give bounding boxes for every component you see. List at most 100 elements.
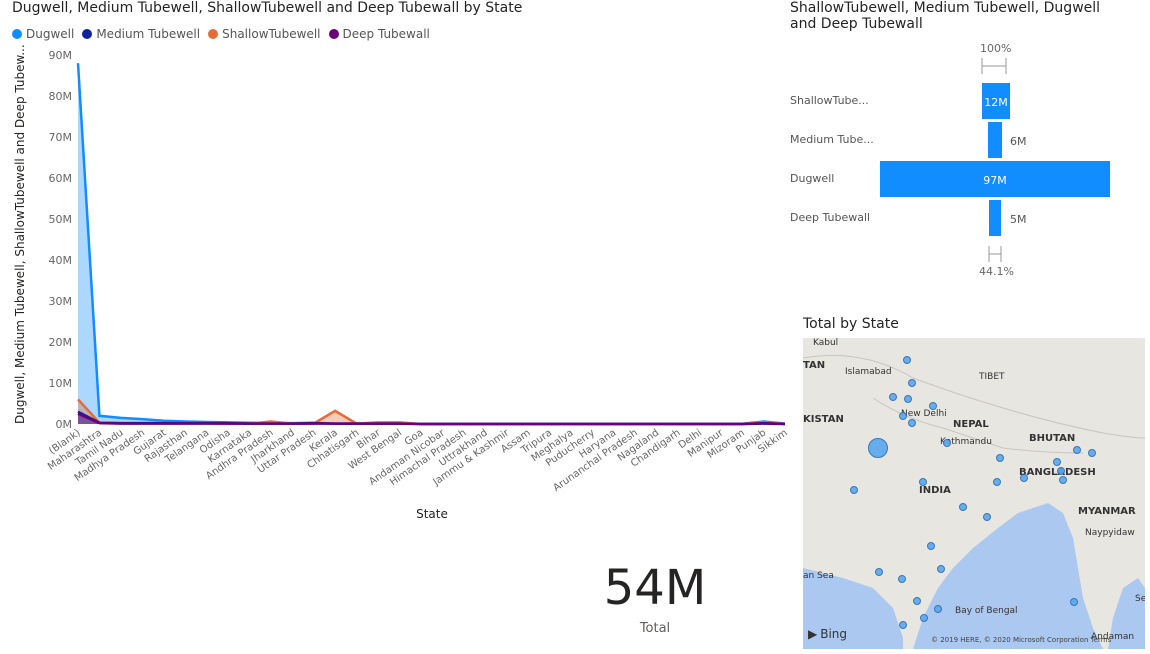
map-bubble[interactable] <box>913 597 921 605</box>
map-visual[interactable]: Kabul Islamabad TIBET KISTAN New Delhi N… <box>803 338 1145 649</box>
y-tick-label: 40M <box>49 254 73 267</box>
funnel-value-medium-tubewell: 6M <box>1010 135 1027 148</box>
map-label: Naypyidaw <box>1085 528 1135 538</box>
y-tick-label: 60M <box>49 172 73 185</box>
map-bubble[interactable] <box>899 412 907 420</box>
map-label: TIBET <box>979 372 1005 382</box>
funnel-chart-title: ShallowTubewell, Medium Tubewell, Dugwel… <box>790 0 1101 32</box>
funnel-value-deep-tubewall: 5M <box>1010 213 1027 226</box>
y-tick-label: 10M <box>49 377 73 390</box>
map-bubble[interactable] <box>1088 449 1096 457</box>
map-bubble[interactable] <box>1020 474 1028 482</box>
legend-dot-icon <box>82 29 93 39</box>
series-line-dugwell <box>76 63 786 426</box>
funnel-bar-shallowtubewell[interactable] <box>982 83 1010 119</box>
legend-dot-icon <box>12 29 22 39</box>
map-bubble[interactable] <box>1073 446 1081 454</box>
series-area-dugwell <box>78 63 785 424</box>
y-tick-label: 80M <box>49 90 73 103</box>
legend-item-shallowtubewell[interactable]: ShallowTubewell <box>208 27 321 41</box>
map-bubble[interactable] <box>934 605 942 613</box>
map-bubble[interactable] <box>908 379 916 387</box>
map-bubble[interactable] <box>983 513 991 521</box>
map-bubble[interactable] <box>927 542 935 550</box>
funnel-bottom-bracket <box>988 246 1002 262</box>
area-chart-legend: Dugwell Medium Tubewell ShallowTubewell … <box>12 27 432 41</box>
map-bubble[interactable] <box>904 395 912 403</box>
funnel-value-shallowtubewell: 12M <box>984 96 1008 109</box>
x-axis-label: State <box>416 507 448 521</box>
funnel-label-shallowtubewell: ShallowTube... <box>790 94 869 107</box>
y-tick-label: 20M <box>49 336 73 349</box>
map-copyright: © 2019 HERE, © 2020 Microsoft Corporatio… <box>931 636 1112 644</box>
map-bubble[interactable] <box>908 419 916 427</box>
map-bubble[interactable] <box>868 438 888 458</box>
map-bubble[interactable] <box>920 614 928 622</box>
map-label: New Delhi <box>901 409 947 419</box>
series-line-deep-tubewall <box>77 412 786 426</box>
legend-item-dugwell[interactable]: Dugwell <box>12 27 74 41</box>
legend-label: ShallowTubewell <box>222 27 321 41</box>
legend-item-deep-tubewall[interactable]: Deep Tubewall <box>328 27 430 41</box>
map-bubble[interactable] <box>875 568 883 576</box>
map-bubble[interactable] <box>898 575 906 583</box>
map-label: an Sea <box>803 571 834 581</box>
map-bubble[interactable] <box>1057 467 1065 475</box>
map-label: INDIA <box>919 485 951 496</box>
map-bubble[interactable] <box>943 439 951 447</box>
map-label: TAN <box>803 360 826 371</box>
y-tick-label: 70M <box>49 131 73 144</box>
funnel-bar-dugwell[interactable] <box>880 161 1110 197</box>
funnel-bar-medium-tubewell[interactable] <box>988 122 1002 158</box>
legend-label: Medium Tubewell <box>96 27 201 41</box>
bing-icon: ▶ <box>808 627 818 641</box>
map-bubble[interactable] <box>959 503 967 511</box>
map-bubble[interactable] <box>993 478 1001 486</box>
map-label: BHUTAN <box>1029 433 1076 444</box>
funnel-label-dugwell: Dugwell <box>790 172 835 185</box>
series-line-medium-tubewell <box>77 410 786 426</box>
map-label: Islamabad <box>845 367 892 377</box>
map-bubble[interactable] <box>903 356 911 364</box>
kpi-card-label: Total <box>639 621 671 636</box>
kpi-card-value: 54M <box>603 560 707 616</box>
funnel-value-dugwell: 97M <box>983 174 1007 187</box>
funnel-top-percent: 100% <box>980 42 1012 55</box>
legend-dot-icon <box>328 29 339 39</box>
map-bubble[interactable] <box>919 478 927 486</box>
legend-dot-icon <box>208 29 219 39</box>
map-bubble[interactable] <box>929 402 937 410</box>
map-label: KISTAN <box>803 414 844 425</box>
funnel-bar-deep-tubewall[interactable] <box>989 200 1001 236</box>
map-label: Sea <box>1135 594 1145 604</box>
map-bubble[interactable] <box>889 393 897 401</box>
map-label: MYANMAR <box>1078 506 1136 517</box>
y-tick-label: 90M <box>49 49 73 62</box>
map-bubble[interactable] <box>996 454 1004 462</box>
map-bubble[interactable] <box>937 565 945 573</box>
map-bubble[interactable] <box>899 621 907 629</box>
y-tick-label: 0M <box>56 418 73 431</box>
map-bubble[interactable] <box>1070 598 1078 606</box>
y-tick-label: 30M <box>49 295 73 308</box>
map-label: Kathmandu <box>940 437 992 447</box>
funnel-top-bracket <box>981 58 1007 74</box>
y-tick-label: 50M <box>49 213 73 226</box>
y-axis-label: Dugwell, Medium Tubewell, ShallowTubewel… <box>13 44 27 424</box>
map-label: NEPAL <box>953 419 989 430</box>
legend-item-medium-tubewell[interactable]: Medium Tubewell <box>82 27 200 41</box>
map-bubble[interactable] <box>1059 476 1067 484</box>
legend-label: Dugwell <box>26 27 75 41</box>
map-bubble[interactable] <box>1053 458 1061 466</box>
legend-label: Deep Tubewall <box>342 27 430 41</box>
map-label: Andaman <box>1091 632 1135 642</box>
map-background <box>803 338 1145 649</box>
funnel-label-deep-tubewall: Deep Tubewall <box>790 211 871 224</box>
map-bubble[interactable] <box>850 486 858 494</box>
funnel-chart[interactable]: 100% ShallowTube... 12M Medium Tube... 6… <box>785 40 1125 280</box>
map-label: Bay of Bengal <box>955 606 1018 616</box>
funnel-bottom-percent: 44.1% <box>979 265 1014 278</box>
map-title: Total by State <box>803 316 899 332</box>
bing-label: Bing <box>820 627 848 641</box>
area-chart[interactable]: 0M 10M 20M 30M 40M 50M 60M 70M 80M 90M Dugwell, Me… <box>0 40 790 540</box>
